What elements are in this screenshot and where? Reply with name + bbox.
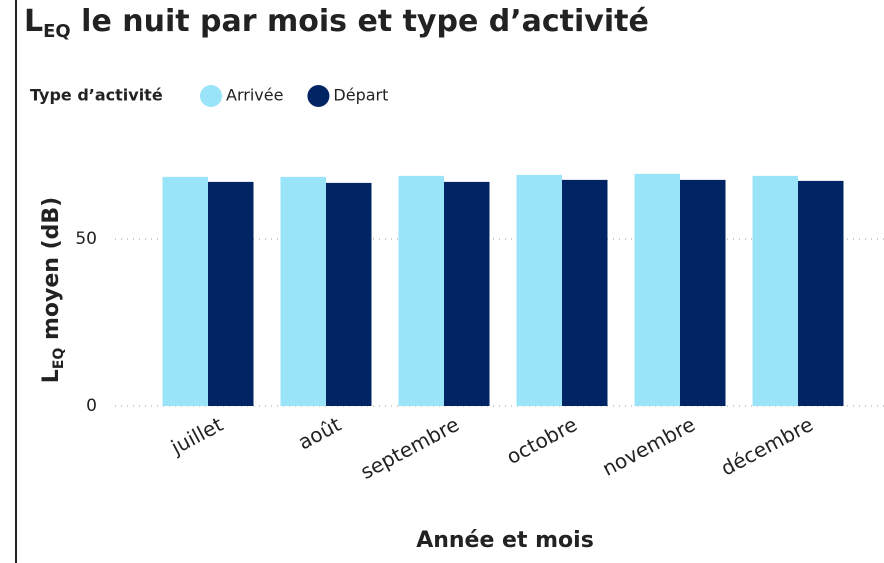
y-axis-title: LEQ moyen (dB) — [39, 197, 67, 383]
title-rest: le nuit par mois et type d’activité — [71, 4, 649, 39]
bar — [798, 180, 844, 406]
legend-title: Type d’activité — [30, 86, 163, 105]
bar — [280, 176, 326, 406]
bar — [634, 173, 680, 406]
x-tick-label: octobre — [502, 412, 580, 469]
legend-swatch — [307, 85, 330, 107]
bar — [680, 179, 726, 406]
y-label-sub: EQ — [51, 348, 67, 370]
bar — [208, 181, 254, 406]
x-tick-label: décembre — [717, 412, 817, 480]
legend-swatch — [200, 85, 222, 107]
bar — [444, 181, 490, 406]
bar — [326, 182, 372, 406]
y-label-main: L — [39, 369, 64, 383]
y-label-rest: moyen (dB) — [39, 197, 64, 348]
chart-title: LEQ le nuit par mois et type d’activité — [24, 4, 649, 43]
title-main: L — [24, 4, 43, 39]
x-axis-title: Année et mois — [416, 528, 594, 553]
bar — [562, 179, 608, 406]
y-tick-label: 0 — [86, 396, 97, 416]
legend-label: Départ — [333, 86, 388, 105]
bar — [516, 174, 562, 406]
x-tick-label: septembre — [356, 412, 462, 484]
legend-label: Arrivée — [226, 86, 283, 105]
x-tick-label: juillet — [166, 412, 227, 460]
title-sub: EQ — [43, 21, 71, 42]
x-tick-label: août — [294, 412, 345, 454]
bar — [398, 175, 444, 406]
bar — [162, 176, 208, 406]
y-tick-label: 50 — [75, 229, 97, 249]
bar — [752, 175, 798, 406]
x-tick-label: novembre — [598, 412, 699, 481]
